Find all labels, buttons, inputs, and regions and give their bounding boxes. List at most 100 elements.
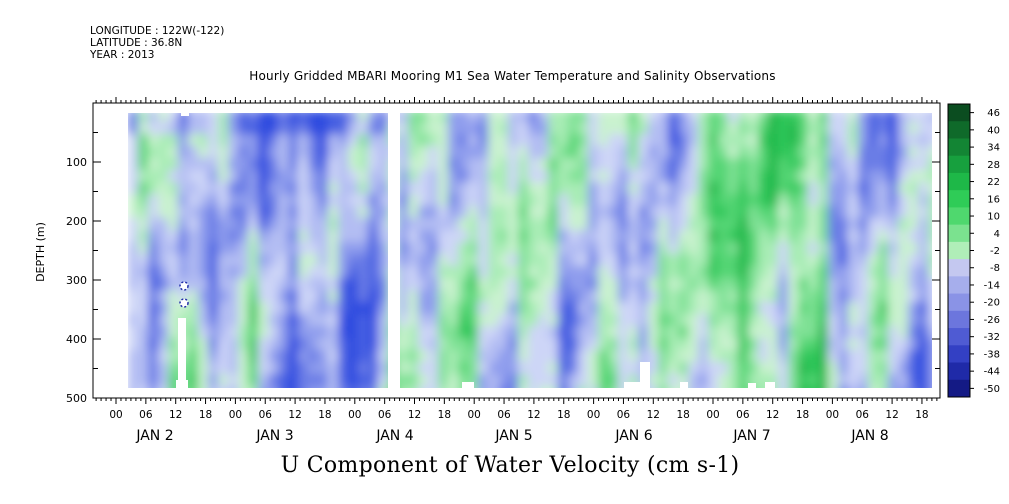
heatmap-cell [648, 302, 659, 315]
heatmap-cell [318, 194, 329, 207]
heatmap-cell [208, 206, 219, 219]
heatmap-cell [608, 278, 619, 291]
heatmap-cell [638, 350, 649, 363]
heatmap-cell [758, 122, 769, 135]
heatmap-cell [398, 290, 409, 303]
heatmap-cell [708, 206, 719, 219]
heatmap-cell [408, 242, 419, 255]
heatmap-cell [498, 206, 509, 219]
heatmap-cell [438, 326, 449, 339]
heatmap-cell [628, 338, 639, 351]
heatmap-cell [428, 302, 439, 315]
heatmap-cell [258, 374, 269, 387]
heatmap-cell [528, 278, 539, 291]
heatmap-cell [418, 290, 429, 303]
x-tick-label: 00 [587, 409, 600, 421]
heatmap-cell [298, 170, 309, 183]
heatmap-cell [888, 326, 899, 339]
heatmap-cell [788, 338, 799, 351]
heatmap-cell [228, 290, 239, 303]
heatmap-cell [578, 218, 589, 231]
heatmap-cell [248, 266, 259, 279]
heatmap-cell [528, 290, 539, 303]
heatmap-cell [878, 110, 889, 123]
heatmap-cell [768, 314, 779, 327]
heatmap-cell [538, 338, 549, 351]
heatmap-cell [708, 278, 719, 291]
heatmap-cell [278, 314, 289, 327]
heatmap-cell [728, 278, 739, 291]
heatmap-cell [678, 278, 689, 291]
data-gap [640, 362, 650, 398]
heatmap-cell [828, 110, 839, 123]
x-day-label: JAN 5 [494, 428, 532, 444]
heatmap-cell [408, 194, 419, 207]
heatmap-cell [668, 110, 679, 123]
heatmap-cell [568, 266, 579, 279]
heatmap-cell [168, 242, 179, 255]
heatmap-cell [298, 146, 309, 159]
heatmap-cell [858, 158, 869, 171]
heatmap-cell [798, 230, 809, 243]
heatmap-cell [718, 290, 729, 303]
heatmap-cell [358, 338, 369, 351]
heatmap-cell [628, 110, 639, 123]
heatmap-cell [688, 206, 699, 219]
heatmap-cell [698, 122, 709, 135]
heatmap-cell [728, 122, 739, 135]
heatmap-cell [498, 170, 509, 183]
heatmap-cell [478, 134, 489, 147]
x-tick-label: 18 [796, 409, 809, 421]
heatmap-cell [208, 314, 219, 327]
heatmap-cell [368, 350, 379, 363]
heatmap-cell [768, 218, 779, 231]
heatmap-cell [618, 158, 629, 171]
heatmap-cell [518, 146, 529, 159]
heatmap-cell [528, 146, 539, 159]
heatmap-cell [628, 206, 639, 219]
heatmap-cell [918, 362, 929, 375]
heatmap-cell [598, 230, 609, 243]
heatmap-cell [348, 134, 359, 147]
heatmap-cell [698, 194, 709, 207]
heatmap-cell [128, 218, 139, 231]
heatmap-cell [598, 266, 609, 279]
heatmap-cell [768, 266, 779, 279]
heatmap-cell [138, 350, 149, 363]
x-axis: 00 06 12 18 00 06 12 18 00 06 12 18 00 06 12 18 00 06 12 18… [109, 409, 928, 444]
heatmap-cell [538, 230, 549, 243]
heatmap-cell [858, 290, 869, 303]
heatmap-cell [778, 134, 789, 147]
heatmap-cell [568, 158, 579, 171]
heatmap-cell [638, 302, 649, 315]
heatmap-cell [628, 158, 639, 171]
heatmap-cell [458, 314, 469, 327]
heatmap-cell [848, 110, 859, 123]
heatmap-cell [508, 302, 519, 315]
heatmap-cell [588, 218, 599, 231]
heatmap-cell [828, 158, 839, 171]
heatmap-cell [738, 122, 749, 135]
heatmap-cell [828, 242, 839, 255]
heatmap-cell [628, 218, 639, 231]
heatmap-cell [158, 362, 169, 375]
colorbar-label: 34 [987, 143, 1000, 154]
heatmap-cell [468, 182, 479, 195]
heatmap-cell [918, 206, 929, 219]
heatmap-cell [378, 362, 389, 375]
data-gap [176, 380, 188, 398]
heatmap-cell [198, 326, 209, 339]
heatmap-cell [848, 242, 859, 255]
heatmap-cell [768, 290, 779, 303]
heatmap-cell [908, 254, 919, 267]
heatmap-cell [728, 254, 739, 267]
heatmap-cell [298, 122, 309, 135]
heatmap-cell [198, 122, 209, 135]
heatmap-cell [268, 350, 279, 363]
heatmap-cell [318, 290, 329, 303]
heatmap-cell [748, 338, 759, 351]
heatmap-cell [408, 350, 419, 363]
heatmap-cell [798, 350, 809, 363]
heatmap-cell [678, 374, 689, 387]
heatmap-cell [238, 206, 249, 219]
